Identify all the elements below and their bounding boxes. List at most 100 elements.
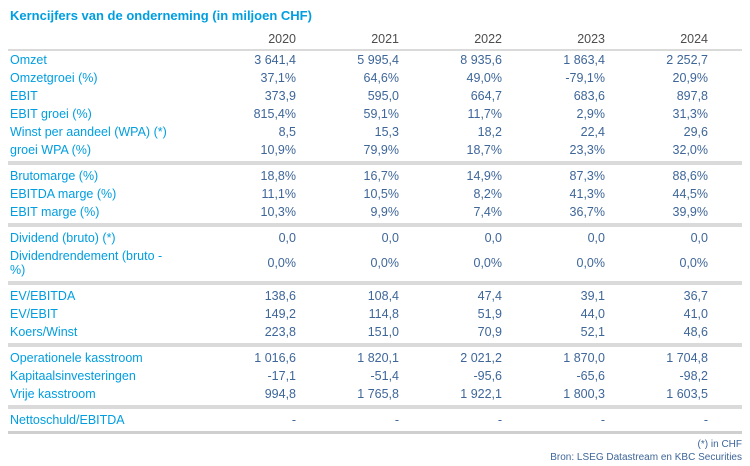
value-cell: 20,9% (672, 71, 708, 85)
section-divider (8, 221, 742, 229)
row-label: Koers/Winst (10, 325, 78, 339)
value-cell: 0,0 (484, 231, 502, 245)
value-cell: 48,6 (683, 325, 708, 339)
section-divider (8, 279, 742, 287)
value-cell: 0,0% (267, 256, 297, 270)
value-cell: 11,7% (467, 107, 502, 121)
section-growth: Omzet 3 641,4 5 995,4 8 935,6 1 863,4 2 … (8, 50, 742, 167)
section-debt: Nettoschuld/EBITDA - - - - - (8, 411, 742, 434)
table-row: EBIT marge (%) 10,3% 9,9% 7,4% 36,7% 39,… (8, 203, 742, 221)
value-cell: 49,0% (466, 71, 502, 85)
value-cell: 10,5% (363, 187, 399, 201)
value-cell: 36,7 (683, 289, 708, 303)
table-row: EV/EBITDA 138,6 108,4 47,4 39,1 36,7 (8, 287, 742, 305)
value-cell: 47,4 (477, 289, 502, 303)
row-label: Dividendrendement (bruto - %) (8, 247, 227, 279)
table-footnotes: (*) in CHF Bron: LSEG Datastream en KBC … (8, 438, 744, 464)
value-cell: - (497, 413, 502, 427)
table-row: EBITDA marge (%) 11,1% 10,5% 8,2% 41,3% … (8, 185, 742, 203)
table-row: groei WPA (%) 10,9% 79,9% 18,7% 23,3% 32… (8, 141, 742, 159)
value-cell: 1 820,1 (357, 351, 399, 365)
value-cell: 29,6 (683, 125, 708, 139)
divider-bar (8, 281, 742, 285)
table-row: Dividendrendement (bruto - %) 0,0% 0,0% … (8, 247, 742, 279)
table-row: Winst per aandeel (WPA) (*) 8,5 15,3 18,… (8, 123, 742, 141)
value-cell: 10,3% (260, 205, 296, 219)
row-label: Brutomarge (%) (10, 169, 99, 183)
table-row: Omzetgroei (%) 37,1% 64,6% 49,0% -79,1% … (8, 69, 742, 87)
value-cell: -98,2 (679, 369, 709, 383)
value-cell: 64,6% (363, 71, 399, 85)
value-cell: 79,9% (363, 143, 399, 157)
value-cell: 8 935,6 (460, 53, 502, 67)
row-label-text: Dividendrendement (bruto - %) (10, 249, 163, 277)
value-cell: 5 995,4 (357, 53, 399, 67)
value-cell: 18,2 (477, 125, 502, 139)
page-title: Kerncijfers van de onderneming (in miljo… (10, 8, 312, 23)
value-cell: 16,7% (363, 169, 399, 183)
value-cell: -65,6 (576, 369, 606, 383)
value-cell: 0,0% (370, 256, 400, 270)
table-row: Vrije kasstroom 994,8 1 765,8 1 922,1 1 … (8, 385, 742, 403)
value-cell: 1 863,4 (563, 53, 605, 67)
key-figures-table: 2020 2021 2022 2023 2024 Omzet 3 641,4 5… (8, 31, 742, 434)
value-cell: 87,3% (569, 169, 605, 183)
value-cell: 0,0 (587, 231, 605, 245)
value-cell: 7,4% (473, 205, 503, 219)
table-row: Operationele kasstroom 1 016,6 1 820,1 2… (8, 349, 742, 367)
value-cell: 151,0 (367, 325, 399, 339)
value-cell: 815,4% (253, 107, 296, 121)
row-label: groei WPA (%) (10, 143, 92, 157)
value-cell: -95,6 (473, 369, 503, 383)
row-label: EV/EBIT (10, 307, 58, 321)
value-cell: - (600, 413, 605, 427)
value-cell: 51,9 (477, 307, 502, 321)
value-cell: 1 016,6 (254, 351, 296, 365)
value-cell: 39,9% (672, 205, 708, 219)
value-cell: 22,4 (580, 125, 605, 139)
value-cell: 39,1 (580, 289, 605, 303)
row-label: Dividend (bruto) (*) (10, 231, 116, 245)
divider-bar (8, 223, 742, 227)
table-bottom-rule (8, 429, 742, 434)
table-row: Kapitaalsinvesteringen -17,1 -51,4 -95,6… (8, 367, 742, 385)
value-cell: 897,8 (676, 89, 708, 103)
value-cell: 2 252,7 (666, 53, 708, 67)
value-cell: 18,7% (466, 143, 502, 157)
year-header-row: 2020 2021 2022 2023 2024 (8, 31, 742, 51)
value-cell: 108,4 (367, 289, 399, 303)
value-cell: 15,3 (374, 125, 399, 139)
table-row: Koers/Winst 223,8 151,0 70,9 52,1 48,6 (8, 323, 742, 341)
divider-bar (8, 405, 742, 409)
row-label: Omzetgroei (%) (10, 71, 98, 85)
section-divider (8, 403, 742, 411)
value-cell: -51,4 (370, 369, 400, 383)
table-row: Omzet 3 641,4 5 995,4 8 935,6 1 863,4 2 … (8, 50, 742, 69)
value-cell: 37,1% (260, 71, 296, 85)
value-cell: -79,1% (565, 71, 605, 85)
value-cell: 88,6% (672, 169, 708, 183)
value-cell: 41,3% (569, 187, 605, 201)
row-label: EV/EBITDA (10, 289, 76, 303)
table-row: EBIT 373,9 595,0 664,7 683,6 897,8 (8, 87, 742, 105)
value-cell: 0,0% (679, 256, 709, 270)
value-cell: 1 765,8 (357, 387, 399, 401)
value-cell: 114,8 (368, 307, 399, 321)
year-header: 2024 (639, 31, 742, 51)
value-cell: 44,0 (580, 307, 605, 321)
table-row: EV/EBIT 149,2 114,8 51,9 44,0 41,0 (8, 305, 742, 323)
divider-bar (8, 431, 742, 434)
value-cell: 3 641,4 (254, 53, 296, 67)
value-cell: 0,0 (690, 231, 708, 245)
value-cell: 1 922,1 (460, 387, 502, 401)
value-cell: 70,9 (477, 325, 502, 339)
year-header: 2022 (433, 31, 536, 51)
value-cell: 0,0 (278, 231, 296, 245)
value-cell: 683,6 (573, 89, 605, 103)
value-cell: 2 021,2 (460, 351, 502, 365)
table-row: Brutomarge (%) 18,8% 16,7% 14,9% 87,3% 8… (8, 167, 742, 185)
year-header: 2021 (330, 31, 433, 51)
section-valuation: EV/EBITDA 138,6 108,4 47,4 39,1 36,7 EV/… (8, 287, 742, 349)
value-cell: 52,1 (580, 325, 605, 339)
